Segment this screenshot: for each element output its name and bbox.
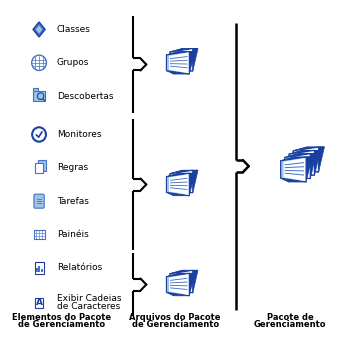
Bar bbox=[36, 268, 38, 272]
Text: Descobertas: Descobertas bbox=[57, 92, 113, 101]
Polygon shape bbox=[174, 173, 194, 196]
Polygon shape bbox=[169, 53, 188, 73]
Text: de Gerenciamento: de Gerenciamento bbox=[131, 320, 219, 329]
Polygon shape bbox=[296, 148, 318, 171]
Text: A: A bbox=[36, 298, 42, 307]
Polygon shape bbox=[288, 157, 312, 182]
FancyBboxPatch shape bbox=[33, 88, 38, 92]
Polygon shape bbox=[166, 173, 189, 196]
Polygon shape bbox=[174, 273, 194, 296]
FancyBboxPatch shape bbox=[35, 298, 43, 308]
Text: de Caracteres: de Caracteres bbox=[57, 302, 120, 312]
Text: Arquivos do Pacote: Arquivos do Pacote bbox=[129, 313, 221, 322]
Polygon shape bbox=[170, 270, 193, 293]
Polygon shape bbox=[292, 151, 313, 174]
Polygon shape bbox=[173, 171, 192, 192]
Polygon shape bbox=[166, 273, 189, 296]
Polygon shape bbox=[170, 48, 193, 71]
Polygon shape bbox=[169, 174, 188, 195]
FancyBboxPatch shape bbox=[34, 194, 44, 208]
Polygon shape bbox=[166, 52, 179, 74]
Circle shape bbox=[32, 127, 47, 142]
Polygon shape bbox=[293, 147, 307, 172]
Polygon shape bbox=[166, 52, 189, 74]
Text: Relatórios: Relatórios bbox=[57, 263, 102, 272]
Polygon shape bbox=[170, 270, 182, 293]
Polygon shape bbox=[285, 154, 310, 179]
Polygon shape bbox=[174, 52, 194, 74]
Polygon shape bbox=[170, 170, 193, 193]
Polygon shape bbox=[33, 22, 45, 37]
Polygon shape bbox=[170, 170, 182, 193]
Polygon shape bbox=[177, 270, 198, 293]
Text: Grupos: Grupos bbox=[57, 58, 89, 67]
Polygon shape bbox=[289, 150, 303, 175]
Text: Classes: Classes bbox=[57, 25, 91, 34]
Polygon shape bbox=[283, 158, 305, 181]
Polygon shape bbox=[36, 25, 42, 34]
Polygon shape bbox=[289, 150, 314, 175]
Polygon shape bbox=[293, 147, 319, 172]
FancyBboxPatch shape bbox=[38, 160, 46, 171]
Text: Pacote de: Pacote de bbox=[267, 313, 314, 322]
Circle shape bbox=[34, 129, 44, 140]
Polygon shape bbox=[281, 157, 306, 182]
Polygon shape bbox=[281, 157, 294, 182]
Polygon shape bbox=[173, 271, 192, 292]
Bar bbox=[38, 265, 40, 272]
Text: Gerenciamento: Gerenciamento bbox=[254, 320, 327, 329]
Polygon shape bbox=[169, 274, 188, 295]
Polygon shape bbox=[166, 173, 179, 196]
Polygon shape bbox=[297, 150, 320, 175]
Polygon shape bbox=[170, 48, 182, 71]
FancyBboxPatch shape bbox=[35, 262, 43, 274]
Text: Elementos do Pacote: Elementos do Pacote bbox=[12, 313, 111, 322]
Polygon shape bbox=[285, 154, 299, 179]
Polygon shape bbox=[293, 154, 316, 179]
FancyBboxPatch shape bbox=[33, 91, 45, 101]
Text: Painéis: Painéis bbox=[57, 230, 88, 239]
Bar bbox=[41, 269, 43, 272]
Text: Exibir Cadeias: Exibir Cadeias bbox=[57, 294, 121, 303]
Polygon shape bbox=[177, 48, 198, 71]
Polygon shape bbox=[177, 170, 198, 193]
Polygon shape bbox=[166, 273, 179, 296]
FancyBboxPatch shape bbox=[34, 230, 44, 239]
FancyBboxPatch shape bbox=[35, 163, 43, 173]
Text: de Gerenciamento: de Gerenciamento bbox=[18, 320, 105, 329]
Text: Monitores: Monitores bbox=[57, 130, 101, 139]
Polygon shape bbox=[288, 155, 309, 178]
Polygon shape bbox=[301, 147, 325, 172]
Text: Regras: Regras bbox=[57, 163, 88, 172]
Text: Tarefas: Tarefas bbox=[57, 197, 89, 206]
Polygon shape bbox=[173, 49, 192, 70]
